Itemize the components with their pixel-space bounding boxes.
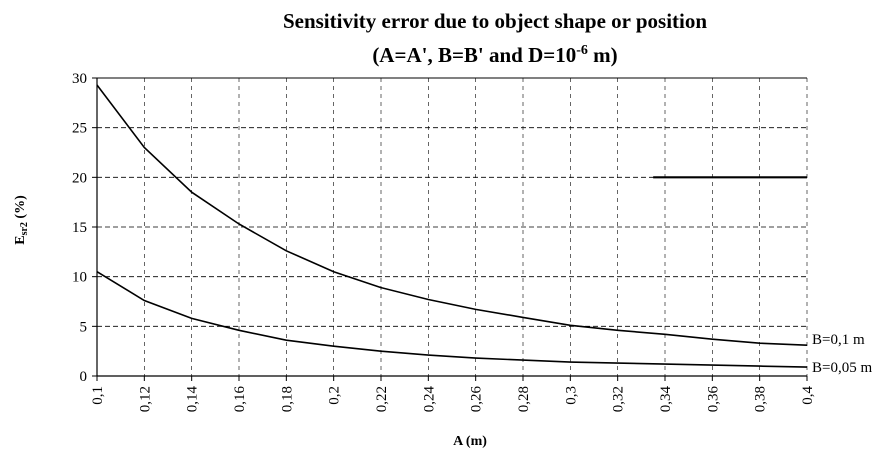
y-tick-label: 0 bbox=[80, 369, 88, 385]
x-tick-label: 0,1 bbox=[90, 386, 106, 405]
chart-title: Sensitivity error due to object shape or… bbox=[283, 9, 707, 33]
x-tick-label: 0,26 bbox=[469, 386, 485, 413]
y-tick-label: 30 bbox=[72, 71, 87, 87]
x-tick-label: 0,18 bbox=[279, 386, 295, 412]
gridlines bbox=[97, 77, 808, 376]
x-tick-label: 0,16 bbox=[232, 386, 248, 413]
x-tick-label: 0,22 bbox=[374, 386, 390, 412]
y-tick-label: 5 bbox=[80, 319, 88, 335]
x-tick-label: 0,24 bbox=[421, 386, 437, 413]
x-tick-label: 0,32 bbox=[611, 386, 627, 412]
series-labels: B=0,1 m B=0,05 m bbox=[812, 332, 872, 376]
series-label-1: B=0,05 m bbox=[812, 360, 872, 376]
y-tick-label: 15 bbox=[72, 220, 87, 236]
x-tick-label: 0,28 bbox=[516, 386, 532, 412]
x-tick-label: 0,3 bbox=[563, 386, 579, 405]
x-tick-label: 0,14 bbox=[185, 386, 201, 413]
series-line-0 bbox=[96, 84, 808, 346]
chart-subtitle-pre: (A=A', B=B' and D=10 bbox=[372, 43, 576, 67]
chart-subtitle-post: m) bbox=[588, 43, 618, 67]
series-layer bbox=[96, 84, 808, 368]
x-tick-label: 0,4 bbox=[800, 386, 816, 405]
y-tick-label: 25 bbox=[72, 121, 87, 137]
x-tick-label: 0,2 bbox=[327, 386, 343, 405]
x-tick-label: 0,38 bbox=[753, 386, 769, 412]
series-line-1 bbox=[96, 271, 808, 368]
y-axis-title: Esr2 (%) bbox=[13, 195, 30, 245]
x-tick-label: 0,34 bbox=[658, 386, 674, 413]
x-axis-title: A (m) bbox=[453, 434, 487, 449]
y-axis-title-rest: (%) bbox=[13, 195, 28, 222]
chart-subtitle-sup: -6 bbox=[576, 43, 588, 58]
x-tick-labels: 0,1 0,12 0,14 0,16 0,18 0,2 0,22 0,24 0,26 0,28 0,… bbox=[90, 386, 816, 413]
y-axis-title-sub: sr2 bbox=[19, 222, 30, 235]
y-tick-label: 10 bbox=[72, 270, 87, 286]
series-label-0: B=0,1 m bbox=[812, 332, 865, 348]
chart-subtitle: (A=A', B=B' and D=10-6 m) bbox=[372, 43, 617, 67]
y-tick-labels: 0 5 10 15 20 25 30 bbox=[72, 71, 87, 385]
x-tick-label: 0,12 bbox=[137, 386, 153, 412]
x-tick-label: 0,36 bbox=[705, 386, 721, 413]
y-tick-label: 20 bbox=[72, 170, 87, 186]
axes bbox=[92, 77, 808, 381]
y-axis-title-main: E bbox=[13, 235, 28, 244]
